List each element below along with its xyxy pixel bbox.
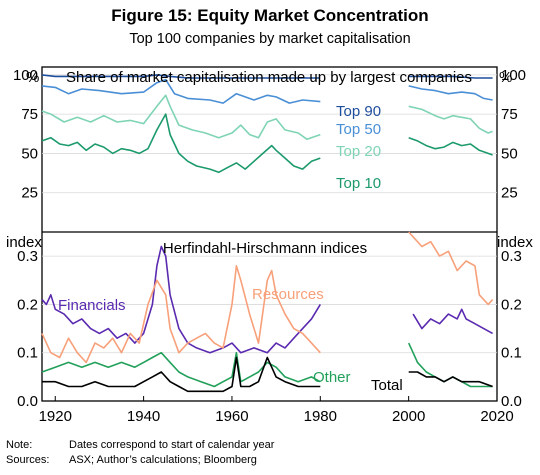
series-label: Top 90 <box>336 103 381 120</box>
series-label: Top 50 <box>336 121 381 138</box>
share-top-10-line <box>408 136 493 156</box>
y-tick-label-left: 0.2 <box>17 296 38 313</box>
hhi-other-line <box>41 351 321 388</box>
y-tick-label-left: 0.3 <box>17 248 38 265</box>
share-top-90-line <box>408 75 493 79</box>
chart-frame <box>41 66 498 402</box>
y-tick-label-right: 100 <box>501 67 526 84</box>
y-unit-label-left: index <box>6 234 42 251</box>
sources-text: ASX; Author’s calculations; Bloomberg <box>69 454 257 466</box>
sources-row: Sources: ASX; Author’s calculations; Blo… <box>6 453 274 468</box>
hhi-resources-line <box>41 265 321 364</box>
sources-label: Sources: <box>6 454 50 466</box>
x-tick-label: 1920 <box>39 408 72 425</box>
share-top-50-line <box>41 78 321 104</box>
y-tick-label-left: 100 <box>13 67 38 84</box>
share-top-90-line <box>41 74 321 79</box>
y-tick-label-left: 75 <box>21 106 38 123</box>
share-top-20-line <box>408 105 493 134</box>
note-row: Note: Dates correspond to start of calen… <box>6 438 274 453</box>
y-tick-label-right: 50 <box>501 145 518 162</box>
hhi-other-line <box>407 342 493 388</box>
hhi-total-line <box>408 371 493 388</box>
y-tick-label-left: 50 <box>21 145 38 162</box>
series-label: Other <box>313 369 351 386</box>
y-tick-label-right: 0.1 <box>501 345 522 362</box>
series-label: Financials <box>58 297 126 314</box>
x-tick-label: 1940 <box>127 408 160 425</box>
x-tick-label: 1980 <box>304 408 337 425</box>
share-top-10-line <box>41 113 321 174</box>
figure-title: Figure 15: Equity Market Concentration <box>111 6 429 25</box>
hhi-resources-line <box>408 231 494 306</box>
text-layer: 25 25 50 50 75 75 100 100% % Share of market capi… <box>6 67 533 425</box>
figure-subtitle: Top 100 companies by market capitalisati… <box>129 31 411 47</box>
y-tick-label-right: 0.2 <box>501 296 522 313</box>
y-tick-label-left: 0.0 <box>17 393 38 410</box>
series-label: Resources <box>252 286 324 303</box>
y-tick-label-right: 75 <box>501 106 518 123</box>
series-lines <box>41 74 494 393</box>
series-label: Top 10 <box>336 175 381 192</box>
y-unit-label-left: % <box>26 69 39 86</box>
x-tick-label: 2000 <box>392 408 425 425</box>
hhi-financials-line <box>41 245 321 354</box>
panel-title-top: Share of market capitalisation made up b… <box>66 69 472 86</box>
x-tick-label: 1960 <box>215 408 248 425</box>
note-text: Dates correspond to start of calendar ye… <box>69 439 275 451</box>
y-unit-label-right: % <box>499 69 512 86</box>
y-tick-label-right: 25 <box>501 185 518 202</box>
notes: Note: Dates correspond to start of calen… <box>6 438 274 468</box>
y-tick-label-left: 0.1 <box>17 345 38 362</box>
share-top-20-line <box>41 94 321 141</box>
y-tick-label-right: 0.0 <box>501 393 522 410</box>
panel-title-bottom: Herfindahl-Hirschmann indices <box>163 240 367 257</box>
gridlines <box>42 74 498 401</box>
y-tick-label-right: 0.3 <box>501 248 522 265</box>
x-tick-label: 2020 <box>480 408 513 425</box>
share-top-50-line <box>408 85 493 101</box>
hhi-financials-line <box>412 308 493 335</box>
note-label: Note: <box>6 439 33 451</box>
y-unit-label-right: index <box>497 234 533 251</box>
series-label: Total <box>371 377 403 394</box>
y-tick-label-left: 25 <box>21 185 38 202</box>
hhi-total-line <box>42 356 321 393</box>
series-label: Top 20 <box>336 143 381 160</box>
chart-canvas: 25 25 50 50 75 75 100 100% % Share of market capi… <box>6 66 533 425</box>
